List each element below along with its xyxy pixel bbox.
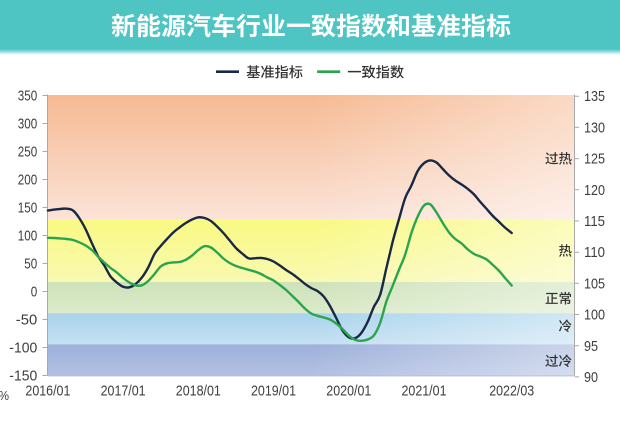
svg-text:2019/01: 2019/01 (251, 382, 296, 399)
svg-text:115: 115 (584, 214, 605, 230)
svg-text:2020/01: 2020/01 (326, 382, 371, 399)
svg-text:95: 95 (584, 339, 598, 355)
svg-text:120: 120 (584, 183, 605, 199)
svg-text:130: 130 (584, 120, 605, 136)
svg-text:110: 110 (584, 245, 605, 261)
svg-text:90: 90 (584, 370, 598, 386)
svg-text:300: 300 (18, 117, 37, 133)
svg-text:2022/03: 2022/03 (489, 382, 534, 399)
svg-text:-100: -100 (9, 341, 37, 357)
svg-text:200: 200 (18, 173, 37, 189)
svg-text:100: 100 (18, 229, 37, 245)
svg-text:50: 50 (24, 257, 37, 273)
svg-text:150: 150 (18, 201, 37, 217)
svg-text:125: 125 (584, 152, 605, 168)
svg-text:-150: -150 (9, 369, 37, 385)
svg-text:2016/01: 2016/01 (25, 382, 70, 399)
svg-text:2021/01: 2021/01 (402, 382, 447, 399)
svg-text:2018/01: 2018/01 (176, 382, 221, 399)
svg-text:250: 250 (18, 145, 37, 161)
svg-text:105: 105 (584, 276, 605, 292)
svg-text:-50: -50 (16, 313, 37, 329)
svg-text:135: 135 (584, 89, 605, 105)
svg-text:100: 100 (584, 308, 605, 324)
svg-text:350: 350 (18, 89, 37, 105)
svg-text:2017/01: 2017/01 (101, 382, 146, 399)
svg-text:%: % (0, 388, 9, 403)
svg-text:0: 0 (31, 285, 38, 301)
